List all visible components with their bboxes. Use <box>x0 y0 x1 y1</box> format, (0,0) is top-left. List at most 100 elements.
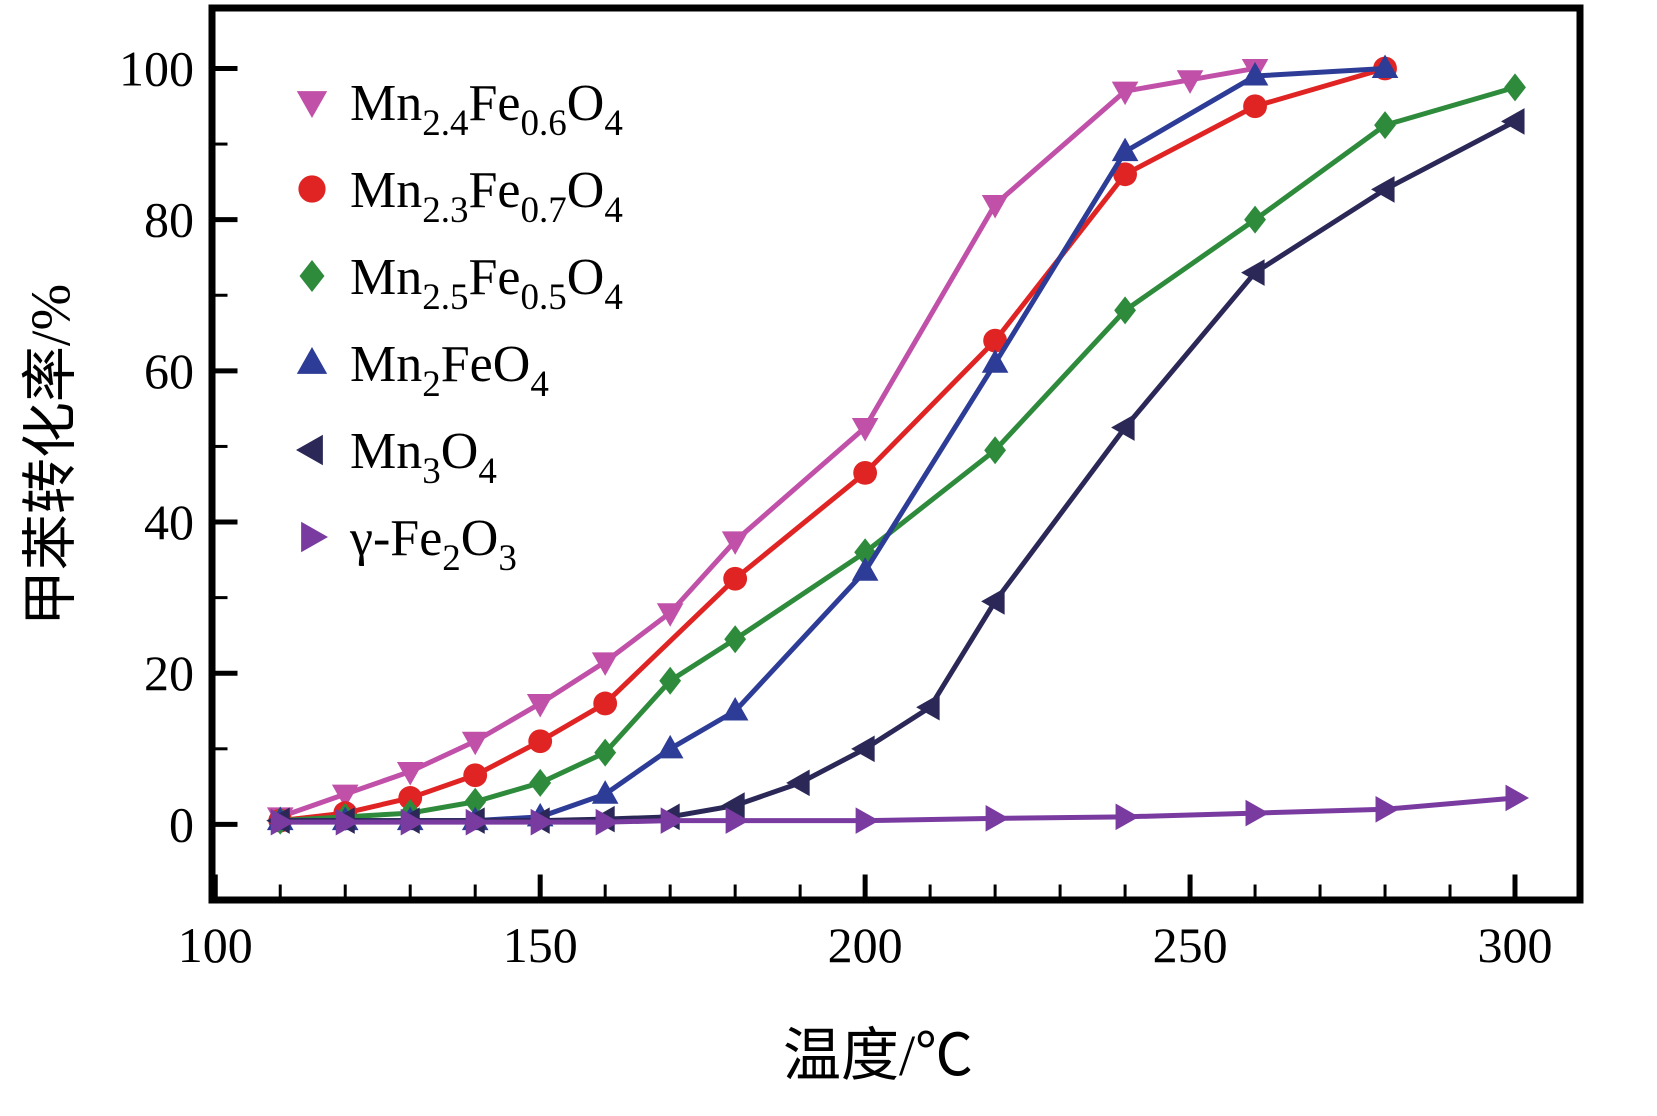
data-point-marker <box>464 787 487 816</box>
y-tick-label: 80 <box>144 192 194 248</box>
data-point-marker <box>721 697 749 721</box>
data-point-marker <box>526 693 554 718</box>
data-point-marker <box>723 566 748 591</box>
data-point-marker <box>1244 205 1266 234</box>
legend-label: Mn3O4 <box>350 423 497 492</box>
data-point-marker <box>851 557 879 581</box>
legend-label: Mn2.5Fe0.5O4 <box>350 249 623 318</box>
data-point-marker <box>981 588 1005 615</box>
data-point-marker <box>1111 414 1135 441</box>
data-point-marker <box>591 780 619 804</box>
data-point-marker <box>301 521 328 553</box>
x-tick-label: 300 <box>1478 917 1553 973</box>
legend-label: Mn2.4Fe0.6O4 <box>350 75 623 144</box>
data-point-marker <box>981 349 1009 373</box>
data-point-marker <box>595 808 620 836</box>
data-point-marker <box>1113 162 1137 187</box>
legend-label: Mn2FeO4 <box>350 336 549 405</box>
data-point-marker <box>461 731 489 756</box>
legend: Mn2.4Fe0.6O4 Mn2.3Fe0.7O4 Mn2.5Fe0.5O4 Mn2F… <box>296 75 623 579</box>
data-point-marker <box>721 792 745 819</box>
data-point-marker <box>296 91 328 118</box>
chart-series-1 <box>268 56 1397 833</box>
data-point-marker <box>400 808 425 836</box>
data-point-marker <box>853 460 878 485</box>
data-point-marker <box>786 769 810 797</box>
data-point-marker <box>724 625 747 654</box>
chart-series-5 <box>270 784 1530 836</box>
data-point-marker <box>1243 94 1267 119</box>
data-point-marker <box>296 347 328 374</box>
chart-series-3 <box>266 54 1399 831</box>
plot-frame <box>208 4 1584 904</box>
data-point-marker <box>1501 108 1525 135</box>
data-point-marker <box>591 652 619 676</box>
data-point-marker <box>296 434 323 466</box>
legend-item: Mn2.3Fe0.7O4 <box>298 162 623 231</box>
data-point-marker <box>916 693 940 721</box>
y-tick-label: 100 <box>119 40 194 96</box>
x-tick-label: 150 <box>503 917 578 973</box>
y-axis-title: 甲苯转化率/% <box>20 283 83 627</box>
legend-item: Mn2.5Fe0.5O4 <box>299 249 623 318</box>
data-point-marker <box>298 175 326 203</box>
legend-item: Mn2FeO4 <box>296 336 549 405</box>
data-point-marker <box>855 807 880 834</box>
data-point-marker <box>398 786 423 810</box>
data-point-marker <box>725 807 750 834</box>
legend-label: γ-Fe2O3 <box>349 510 517 579</box>
data-point-marker <box>851 735 875 763</box>
legend-item: Mn2.4Fe0.6O4 <box>296 75 623 144</box>
data-point-marker <box>656 734 684 759</box>
data-point-marker <box>1241 259 1265 286</box>
data-point-marker <box>656 603 684 627</box>
y-tick-label: 60 <box>144 343 194 399</box>
data-point-marker <box>1111 81 1139 106</box>
data-point-marker <box>659 666 682 695</box>
y-tick-label: 40 <box>144 494 194 550</box>
data-point-marker <box>331 784 359 809</box>
legend-item: γ-Fe2O3 <box>301 510 517 579</box>
data-point-marker <box>1111 137 1139 162</box>
x-axis-title: 温度/℃ <box>782 1023 974 1088</box>
y-axis-tick-labels: 0 20 40 60 80 100 <box>119 40 194 852</box>
x-tick-label: 100 <box>178 917 253 973</box>
data-point-marker <box>465 808 490 836</box>
data-point-marker <box>593 691 618 716</box>
y-tick-label: 20 <box>144 645 194 701</box>
data-point-marker <box>1241 62 1269 86</box>
data-point-marker <box>463 763 488 788</box>
y-tick-label: 0 <box>169 796 194 852</box>
chart-series-0 <box>266 58 1269 831</box>
data-point-marker <box>528 729 553 754</box>
data-point-marker <box>1176 70 1204 94</box>
x-tick-label: 250 <box>1153 917 1228 973</box>
data-point-marker <box>983 328 1008 353</box>
legend-label: Mn2.3Fe0.7O4 <box>350 162 623 231</box>
data-point-marker <box>981 195 1009 219</box>
data-point-marker <box>985 805 1010 832</box>
data-point-marker <box>270 808 295 836</box>
data-point-marker <box>721 531 749 555</box>
data-point-marker <box>299 260 325 292</box>
series-line <box>277 84 1518 824</box>
data-point-marker <box>529 768 552 797</box>
legend-item: Mn3O4 <box>296 423 497 492</box>
data-point-marker <box>1505 784 1530 812</box>
axis-ticks <box>212 65 1518 897</box>
data-point-marker <box>1245 799 1270 827</box>
data-point-marker <box>1374 111 1396 140</box>
data-point-marker <box>1375 795 1400 823</box>
x-axis-tick-labels: 100 150 200 250 300 <box>178 917 1553 973</box>
data-point-marker <box>660 807 685 834</box>
data-point-marker <box>1114 296 1137 325</box>
data-point-marker <box>1371 54 1399 78</box>
x-tick-label: 200 <box>828 917 903 973</box>
data-point-marker <box>530 808 555 836</box>
data-point-marker <box>335 808 360 836</box>
data-point-marker <box>396 761 424 786</box>
data-point-marker <box>851 418 879 442</box>
data-point-marker <box>1115 803 1140 831</box>
